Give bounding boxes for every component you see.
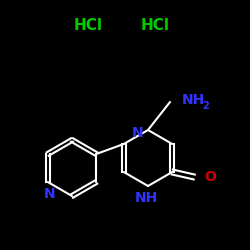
Text: O: O <box>204 170 216 184</box>
Text: NH: NH <box>134 191 158 205</box>
Text: HCl: HCl <box>74 18 102 32</box>
Text: 2: 2 <box>202 101 209 111</box>
Text: HCl: HCl <box>140 18 170 32</box>
Text: N: N <box>44 187 56 201</box>
Text: N: N <box>132 126 144 140</box>
Text: NH: NH <box>182 93 205 107</box>
